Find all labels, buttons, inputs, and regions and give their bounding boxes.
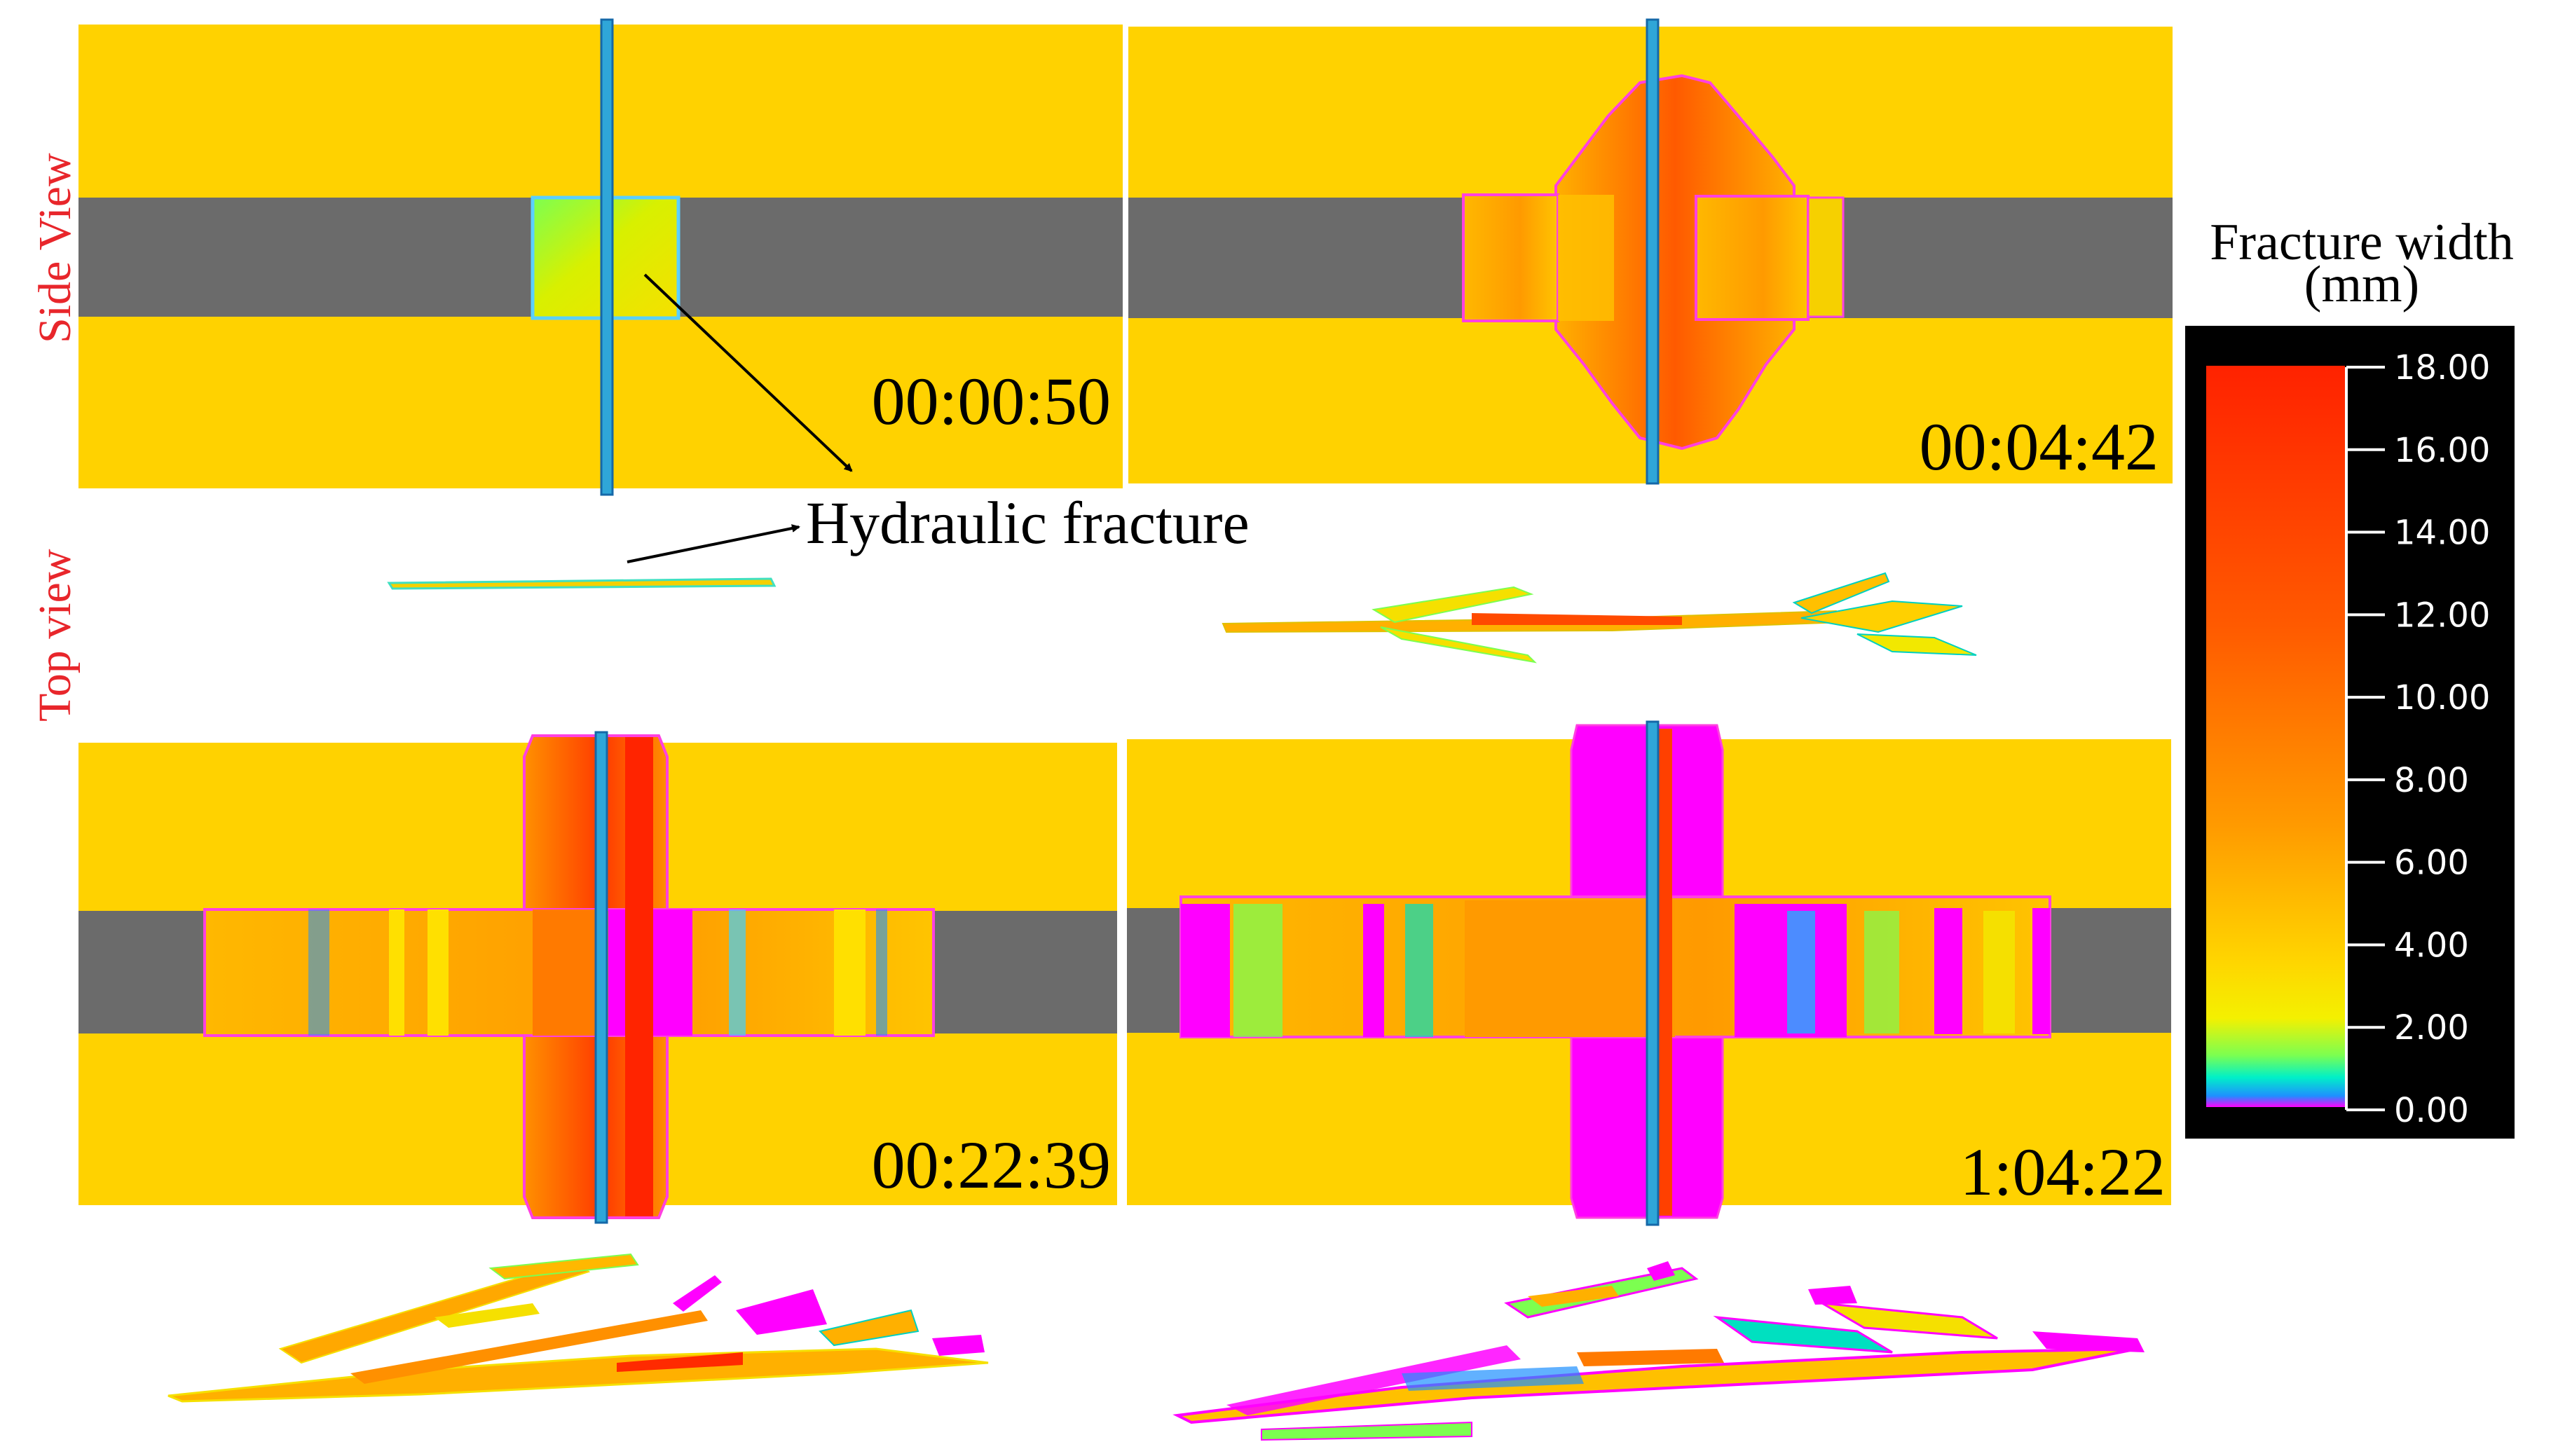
- fracture-vertical-lobe: [1554, 74, 1796, 451]
- fracture-wing-gap: [308, 909, 329, 1036]
- fracture-wing-mix: [1983, 911, 2015, 1033]
- side-view-panel-1: 00:00:50: [78, 18, 1123, 496]
- fracture-wing-left: [1462, 193, 1559, 322]
- side-view-label: Side View: [29, 153, 81, 343]
- fracture-wing-zero: [1363, 904, 1384, 1037]
- side-view-panel-4: 1:04:22: [1127, 720, 2171, 1226]
- fracture-wing-right-2: [1807, 196, 1845, 318]
- fracture-core-red: [625, 737, 653, 1216]
- fracture-wing-zero: [1181, 904, 1230, 1037]
- annotation-hydraulic-fracture: Hydraulic fracture: [627, 273, 1250, 563]
- fracture-wing-core: [1465, 900, 1675, 1037]
- fracture-wing-gap: [729, 909, 746, 1036]
- top-view-fracture-1: [387, 577, 777, 590]
- colorbar-title: Fracture width: [2210, 214, 2514, 271]
- fracture-wing-right: [1695, 195, 1810, 321]
- fracture-wing-gap: [834, 909, 866, 1036]
- fracture-wing-core: [533, 909, 603, 1036]
- top-view-fracture-4: [1172, 1261, 2145, 1441]
- colorbar-tick-label: 0.00: [2394, 1091, 2469, 1130]
- top-view-label: Top view: [29, 549, 81, 722]
- fracture-wing-mix: [1864, 911, 1899, 1033]
- colorbar-tick-label: 12.00: [2394, 596, 2490, 635]
- annotation-label: Hydraulic fracture: [806, 489, 1250, 556]
- side-view-panel-2: 00:04:42: [1128, 18, 2173, 485]
- wellbore: [1646, 720, 1660, 1226]
- time-label: 1:04:22: [1960, 1134, 2166, 1209]
- arrow-to-label: [627, 524, 800, 563]
- colorbar-tick-label: 10.00: [2394, 678, 2490, 717]
- colorbar-tick-label: 18.00: [2394, 348, 2490, 387]
- top-view-fracture-3: [167, 1253, 989, 1403]
- colorbar-tick-label: 16.00: [2394, 431, 2490, 470]
- fracture-wing-mix: [1787, 911, 1815, 1033]
- wellbore: [594, 731, 608, 1224]
- colorbar-tick-label: 14.00: [2394, 514, 2490, 553]
- fracture-wing-left-2: [1558, 195, 1614, 321]
- colorbar-ticks: 18.00 16.00 14.00 12.00 10.00 8.00 6.00 4.00 2.0…: [2346, 348, 2490, 1130]
- fracture-wing-gap: [428, 909, 449, 1036]
- wellbore: [1646, 18, 1660, 485]
- time-label: 00:22:39: [872, 1127, 1111, 1202]
- colorbar-legend: Fracture width (mm) 18.00 16.00 14.00 12.00…: [2185, 214, 2515, 1139]
- top-view-fracture-2: [1222, 572, 1977, 664]
- arrow-to-side-fracture: [643, 273, 853, 472]
- fracture-wing-zero: [2032, 908, 2050, 1034]
- side-view-panel-3: 00:22:39: [78, 731, 1117, 1224]
- colorbar-unit: (mm): [2304, 256, 2419, 313]
- colorbar-tick-label: 2.00: [2394, 1008, 2469, 1048]
- colorbar-gradient: [2206, 366, 2345, 1107]
- time-label: 00:04:42: [1920, 409, 2159, 484]
- fracture-wing-mix: [1405, 904, 1433, 1037]
- colorbar-tick-label: 8.00: [2394, 761, 2469, 800]
- colorbar-tick-label: 4.00: [2394, 926, 2469, 965]
- fracture-wing-zero: [1934, 908, 1962, 1034]
- fracture-wing-mix: [1233, 904, 1283, 1037]
- fracture-wing-gap: [389, 909, 404, 1036]
- top-view-row-2: [167, 1253, 2145, 1441]
- wellbore: [600, 18, 614, 496]
- time-label: 00:00:50: [872, 364, 1111, 439]
- colorbar-tick-label: 6.00: [2394, 844, 2469, 883]
- fracture-wing-gap: [876, 909, 887, 1036]
- top-view-row-1: [387, 572, 1977, 664]
